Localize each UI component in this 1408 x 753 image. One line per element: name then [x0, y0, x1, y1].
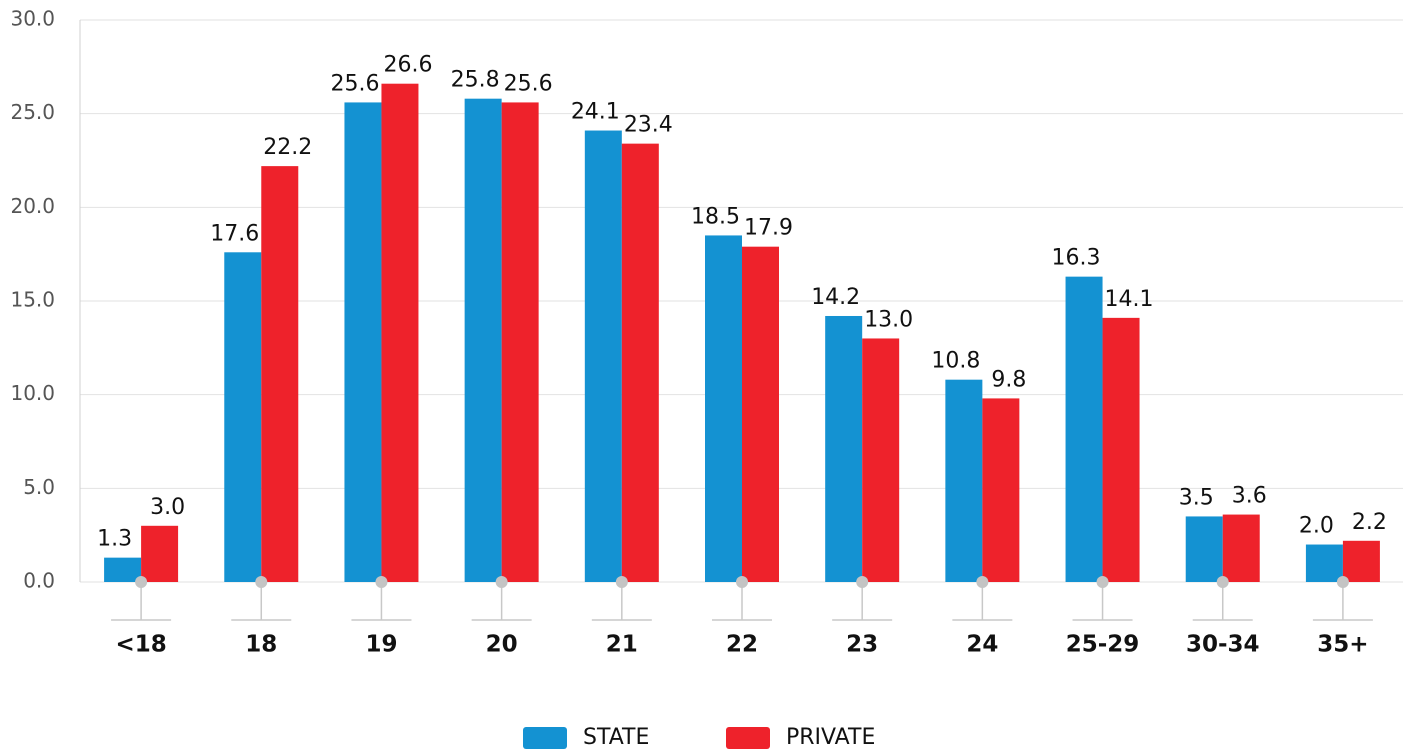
x-tick-label: 30-34: [1186, 632, 1260, 658]
y-tick-label: 0.0: [23, 569, 55, 593]
legend-swatch: [523, 727, 567, 749]
tick-dot: [615, 576, 628, 588]
tick-dot: [495, 576, 508, 588]
bar: [584, 130, 622, 582]
value-label: 9.8: [991, 367, 1026, 392]
bar: [104, 557, 142, 582]
bar: [982, 398, 1020, 582]
bar: [1305, 544, 1343, 582]
bar: [1065, 276, 1103, 582]
value-label: 17.6: [210, 221, 259, 246]
value-label: 25.8: [451, 68, 500, 93]
bar: [825, 315, 863, 582]
bar: [261, 166, 299, 582]
x-tick-label: 35+: [1317, 632, 1368, 658]
y-tick-label: 30.0: [10, 7, 55, 31]
bar: [464, 98, 502, 583]
bar: [742, 246, 779, 582]
bar: [705, 235, 742, 582]
tick-dot: [375, 576, 388, 588]
bar: [381, 83, 419, 583]
value-label: 25.6: [504, 71, 553, 96]
y-tick-label: 10.0: [10, 381, 55, 405]
legend-label: STATE: [583, 725, 649, 749]
value-label: 2.0: [1299, 514, 1334, 539]
legend-swatch: [726, 727, 770, 749]
bar: [1342, 540, 1380, 582]
value-label: 18.5: [691, 204, 740, 229]
x-tick-label: 25-29: [1066, 632, 1140, 658]
x-tick-label: 18: [245, 632, 277, 658]
bar: [621, 143, 659, 582]
legend-label: PRIVATE: [786, 725, 875, 749]
x-tick-label: 23: [846, 632, 878, 658]
x-tick-label: 20: [486, 632, 518, 658]
bar: [1222, 514, 1260, 582]
value-label: 16.3: [1052, 246, 1101, 271]
x-tick-label: 21: [606, 632, 638, 658]
x-tick-label: 22: [726, 632, 758, 658]
value-label: 14.2: [811, 285, 860, 310]
value-label: 24.1: [571, 100, 620, 125]
value-label: 23.4: [624, 113, 673, 138]
y-tick-label: 25.0: [10, 100, 55, 124]
value-label: 3.5: [1179, 485, 1214, 510]
value-label: 25.6: [330, 71, 379, 96]
value-label: 3.6: [1232, 484, 1267, 509]
bar: [224, 252, 262, 582]
tick-dot: [255, 576, 268, 588]
value-label: 10.8: [931, 349, 980, 374]
value-label: 2.2: [1352, 510, 1387, 535]
bar: [141, 525, 179, 582]
y-tick-label: 5.0: [23, 475, 55, 499]
value-label: 14.1: [1105, 287, 1154, 312]
bar: [501, 102, 539, 582]
value-label: 22.2: [263, 135, 312, 160]
value-label: 26.6: [383, 53, 432, 78]
bar: [344, 102, 382, 582]
x-tick-label: 24: [966, 632, 998, 658]
bar: [862, 338, 900, 582]
tick-dot: [135, 576, 148, 588]
bar: [1102, 317, 1140, 582]
tick-dot: [1336, 576, 1349, 588]
value-label: 1.3: [97, 527, 132, 552]
value-label: 13.0: [864, 307, 913, 332]
x-tick-label: 19: [365, 632, 397, 658]
tick-dot: [976, 576, 989, 588]
x-tick-label: <18: [115, 632, 166, 658]
bar: [945, 379, 983, 582]
y-tick-label: 20.0: [10, 194, 55, 218]
tick-dot: [856, 576, 869, 588]
tick-dot: [1096, 576, 1109, 588]
tick-dot: [736, 576, 748, 588]
y-tick-label: 15.0: [10, 288, 55, 312]
bar: [1185, 516, 1223, 582]
tick-dot: [1216, 576, 1229, 588]
value-label: 3.0: [150, 495, 185, 520]
value-label: 17.9: [744, 216, 793, 241]
